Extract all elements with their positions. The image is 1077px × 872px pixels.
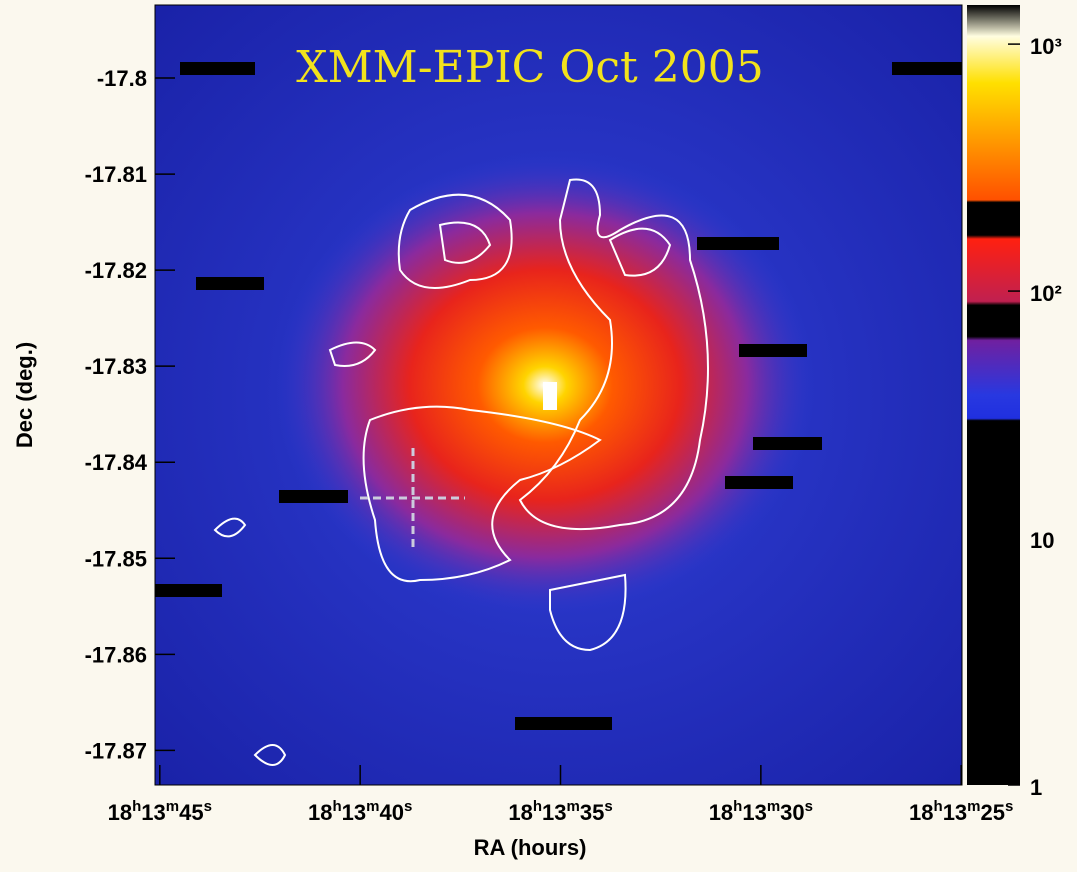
colorbar — [967, 5, 1020, 785]
y-tick-label: -17.8 — [97, 66, 147, 91]
y-tick-label: -17.85 — [85, 546, 147, 571]
y-tick-label: -17.83 — [85, 354, 147, 379]
y-tick-label: -17.81 — [85, 162, 147, 187]
x-tick-label: 18h13m30s — [709, 798, 813, 825]
y-axis-title: Dec (deg.) — [12, 342, 37, 448]
y-tick-label: -17.82 — [85, 258, 147, 283]
colorbar-tick-label: 1 — [1030, 775, 1042, 800]
colorbar-tick-label: 10³ — [1030, 34, 1062, 59]
x-axis-title: RA (hours) — [474, 835, 587, 860]
colorbar-tick-label: 10² — [1030, 281, 1062, 306]
y-tick-label: -17.86 — [85, 642, 147, 667]
y-tick-label: -17.87 — [85, 738, 147, 763]
plot-frame — [154, 4, 963, 786]
annotation: XMM-EPIC Oct 2005 — [296, 42, 763, 93]
y-tick-label: -17.84 — [85, 450, 148, 475]
x-tick-label: 18h13m25s — [909, 798, 1013, 825]
x-tick-label: 18h13m45s — [108, 798, 212, 825]
colorbar-tick-label: 10 — [1030, 528, 1054, 553]
x-tick-label: 18h13m40s — [308, 798, 412, 825]
sky-image — [155, 5, 962, 785]
x-tick-label: 18h13m35s — [508, 798, 612, 825]
